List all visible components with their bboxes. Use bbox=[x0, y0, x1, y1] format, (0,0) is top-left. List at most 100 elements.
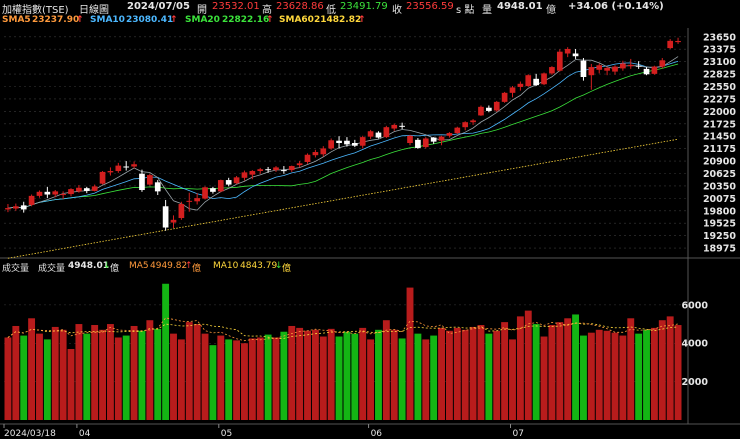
volume-unit: 億 bbox=[546, 5, 556, 16]
volume-bar-down bbox=[572, 314, 580, 420]
volume-bar-up bbox=[382, 320, 390, 420]
candle-up bbox=[596, 65, 603, 70]
volume-bar-up bbox=[650, 327, 658, 420]
close-value: 23556.59 bbox=[406, 1, 454, 12]
open-label: 開 bbox=[197, 5, 207, 16]
sma20-value: 22822.16 bbox=[222, 15, 270, 25]
volume-ma5-line bbox=[7, 317, 679, 342]
volume-bar-up bbox=[564, 318, 572, 420]
open-value: 23532.01 bbox=[212, 1, 260, 12]
candle-up bbox=[501, 92, 508, 102]
candle-up bbox=[462, 122, 469, 128]
candle-down bbox=[20, 205, 27, 210]
candle-down bbox=[375, 132, 382, 138]
candle-up bbox=[651, 66, 658, 74]
volume-bar-up bbox=[130, 325, 138, 420]
candle-up bbox=[438, 136, 445, 141]
candle-down bbox=[415, 139, 421, 148]
candle-down bbox=[123, 166, 130, 168]
candle-up bbox=[407, 135, 413, 143]
candle-up bbox=[659, 60, 666, 67]
price-tick-label: 22550 bbox=[703, 82, 736, 93]
volume-bar-up bbox=[4, 337, 12, 420]
volume-bar-up bbox=[146, 320, 154, 420]
volume-bar-up bbox=[603, 330, 611, 420]
sma5-arrow: ↑ bbox=[76, 15, 84, 25]
candle-up bbox=[328, 140, 335, 149]
volume-bar-up bbox=[524, 310, 532, 420]
sma10-line bbox=[7, 60, 679, 209]
price-tick-label: 21450 bbox=[703, 132, 736, 143]
volume-bar-up bbox=[359, 327, 367, 420]
volume-bar-down bbox=[430, 335, 438, 420]
candle-down bbox=[430, 137, 437, 142]
candle-up bbox=[564, 48, 571, 54]
candle-down bbox=[533, 78, 539, 86]
candle-up bbox=[273, 167, 279, 171]
volume-bar-up bbox=[241, 343, 248, 420]
volume-bar-up bbox=[556, 322, 564, 420]
price-tick-label: 20900 bbox=[703, 157, 736, 168]
volume-bar-up bbox=[548, 325, 556, 420]
sma60-arrow: ↑ bbox=[358, 15, 366, 25]
candle-up bbox=[194, 198, 200, 202]
volume-bar-up bbox=[319, 336, 327, 420]
price-tick-label: 23650 bbox=[703, 32, 736, 43]
volume-bar-down bbox=[335, 336, 343, 420]
volume-bar-down bbox=[375, 329, 382, 420]
volume-bar-up bbox=[67, 349, 75, 420]
volume-bar-up bbox=[233, 340, 241, 420]
candle-up bbox=[202, 187, 208, 199]
candle-down bbox=[399, 125, 405, 127]
volume-bar-up bbox=[288, 325, 296, 420]
low-label: 低 bbox=[326, 5, 336, 16]
price-tick-label: 23375 bbox=[703, 45, 736, 56]
candle-down bbox=[139, 173, 145, 191]
volume-bar-up bbox=[611, 332, 619, 420]
volume-bar-up bbox=[185, 322, 193, 420]
candle-up bbox=[68, 189, 74, 195]
chart-header: 加權指數(TSE) 日線圖 2024/07/05 開 23532.01 高 23… bbox=[2, 1, 738, 16]
volume-bar-up bbox=[311, 329, 319, 420]
candle-up bbox=[99, 171, 106, 184]
candle-up bbox=[288, 166, 295, 171]
candle-down bbox=[486, 107, 492, 111]
candle-up bbox=[391, 124, 398, 129]
candle-up bbox=[509, 87, 516, 93]
volume-panel-title: 成交量 bbox=[2, 264, 30, 274]
volume-bar-down bbox=[83, 333, 91, 420]
volume-bar-up bbox=[296, 327, 304, 420]
candle-down bbox=[580, 60, 587, 78]
high-value: 23628.86 bbox=[276, 1, 324, 12]
price-tick-label: 20625 bbox=[703, 169, 736, 180]
ma10-value: 4843.79 bbox=[240, 261, 278, 271]
candle-down bbox=[265, 169, 271, 171]
candle-up bbox=[320, 148, 327, 155]
volume-bar-up bbox=[59, 329, 67, 420]
change-value: +34.06 (+0.14%) bbox=[568, 1, 664, 12]
index-title: 加權指數(TSE) bbox=[2, 5, 69, 16]
candle-up bbox=[517, 83, 524, 87]
candle-down bbox=[635, 65, 642, 67]
high-label: 高 bbox=[262, 5, 272, 16]
volume-tick-label: 6000 bbox=[682, 300, 709, 311]
price-tick-label: 18975 bbox=[703, 244, 736, 255]
low-value: 23491.79 bbox=[340, 1, 388, 12]
candle-down bbox=[281, 170, 287, 172]
volume-bar-up bbox=[461, 329, 469, 420]
volume-bar-up bbox=[272, 337, 280, 420]
sma10-arrow: ↑ bbox=[170, 15, 178, 25]
volume-bar-down bbox=[209, 345, 217, 420]
volume-tick-label: 2000 bbox=[682, 377, 709, 388]
x-tick-label: 04 bbox=[79, 429, 91, 439]
volume-bar-up bbox=[114, 337, 122, 420]
price-tick-label: 22275 bbox=[703, 94, 736, 105]
candle-up bbox=[107, 171, 114, 173]
price-tick-label: 20350 bbox=[703, 181, 736, 192]
candle-up bbox=[422, 138, 429, 148]
candle-up bbox=[178, 204, 185, 219]
candle-up bbox=[257, 169, 264, 172]
volume-bar-up bbox=[12, 325, 20, 420]
volume-bar-up bbox=[106, 324, 114, 420]
